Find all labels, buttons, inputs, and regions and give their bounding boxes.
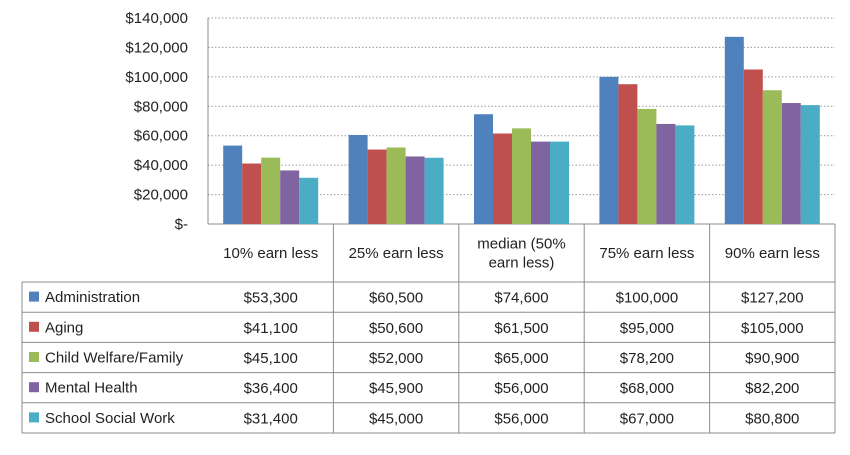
bar-aging: [493, 133, 512, 224]
category-label: earn less): [489, 255, 555, 272]
bar-aging: [242, 163, 262, 224]
data-value-label: $52,000: [369, 350, 423, 367]
bar-administration: [348, 134, 368, 224]
bar-child-welfare-family: [637, 108, 657, 224]
bar-mental-health: [656, 123, 676, 224]
data-value-label: $53,300: [244, 290, 298, 307]
bar-mental-health: [531, 141, 550, 224]
bar-mental-health: [405, 156, 425, 224]
bar-school-social-work: [675, 125, 695, 224]
bar-administration: [474, 114, 493, 224]
data-value-label: $41,100: [244, 320, 298, 337]
data-value-label: $45,900: [369, 380, 423, 397]
bar-school-social-work: [299, 177, 319, 224]
data-value-label: $61,500: [494, 320, 548, 337]
bar-mental-health: [781, 103, 801, 224]
y-tick-label: $60,000: [134, 128, 188, 145]
legend-key-child-welfare-family: [29, 352, 39, 362]
data-value-label: $36,400: [244, 380, 298, 397]
data-value-label: $68,000: [620, 380, 674, 397]
bar-child-welfare-family: [762, 90, 782, 224]
bar-school-social-work: [424, 157, 444, 224]
category-label: 10% earn less: [223, 245, 318, 262]
data-value-label: $105,000: [741, 320, 804, 337]
data-value-label: $127,200: [741, 290, 804, 307]
bar-administration: [599, 76, 619, 224]
data-value-label: $56,000: [494, 380, 548, 397]
category-label: 75% earn less: [599, 245, 694, 262]
series-name: Aging: [45, 319, 83, 336]
y-tick-label: $-: [175, 216, 188, 233]
bar-administration: [724, 36, 744, 224]
legend-key-aging: [29, 321, 39, 332]
series-name: Administration: [45, 289, 140, 306]
category-label: median (50%: [477, 236, 565, 253]
data-value-label: $100,000: [616, 290, 679, 307]
category-label: 90% earn less: [725, 245, 820, 262]
series-name: Mental Health: [45, 380, 138, 397]
data-value-label: $65,000: [494, 350, 548, 367]
data-value-label: $50,600: [369, 320, 423, 337]
legend-key-administration: [29, 291, 39, 302]
y-tick-label: $80,000: [134, 98, 188, 115]
legend-key-school-social-work: [29, 412, 39, 423]
data-value-label: $45,100: [244, 350, 298, 367]
series-name: School Social Work: [45, 410, 175, 427]
category-label: 25% earn less: [349, 245, 444, 262]
bar-aging: [367, 149, 387, 224]
y-tick-label: $20,000: [134, 187, 188, 204]
bar-mental-health: [280, 170, 300, 224]
bar-aging: [618, 84, 638, 224]
y-tick-label: $120,000: [125, 39, 188, 56]
bar-child-welfare-family: [386, 147, 406, 224]
data-value-label: $90,900: [745, 350, 799, 367]
y-tick-label: $140,000: [125, 10, 188, 27]
data-value-label: $31,400: [244, 410, 298, 427]
data-value-label: $60,500: [369, 290, 423, 307]
data-value-label: $82,200: [745, 380, 799, 397]
data-value-label: $80,800: [745, 410, 799, 427]
bar-aging: [743, 69, 763, 224]
y-tick-label: $100,000: [125, 69, 188, 86]
y-tick-label: $40,000: [134, 157, 188, 174]
data-value-label: $67,000: [620, 410, 674, 427]
series-name: Child Welfare/Family: [45, 350, 184, 367]
bar-school-social-work: [800, 105, 820, 224]
data-value-label: $78,200: [620, 350, 674, 367]
data-value-label: $74,600: [494, 290, 548, 307]
bar-child-welfare-family: [512, 128, 531, 224]
bar-school-social-work: [550, 141, 569, 224]
legend-key-mental-health: [29, 382, 39, 393]
bar-child-welfare-family: [261, 157, 281, 224]
bar-administration: [223, 145, 243, 224]
data-value-label: $56,000: [494, 410, 548, 427]
data-value-label: $95,000: [620, 320, 674, 337]
data-value-label: $45,000: [369, 410, 423, 427]
